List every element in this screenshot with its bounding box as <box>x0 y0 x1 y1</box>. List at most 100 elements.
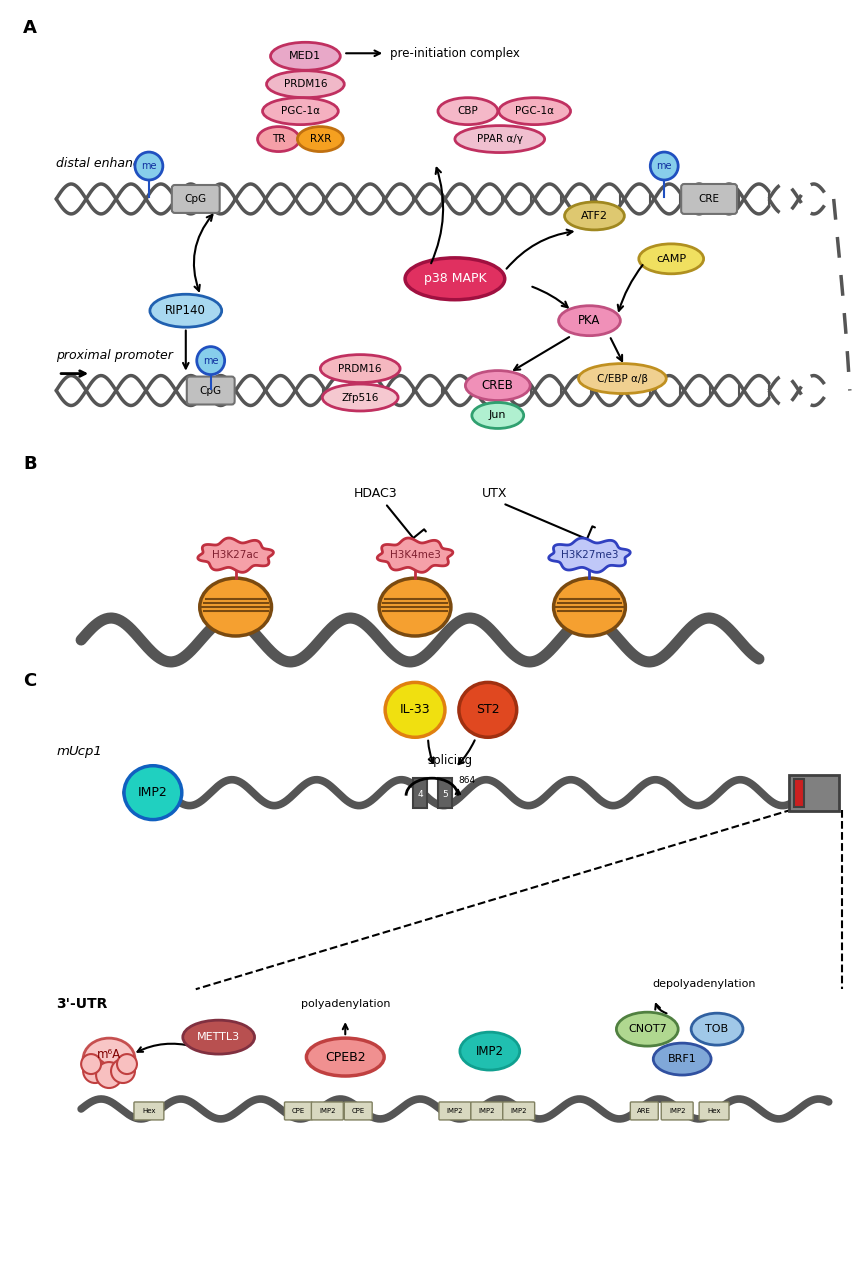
Ellipse shape <box>307 1038 384 1076</box>
Text: CPE: CPE <box>291 1108 305 1114</box>
FancyBboxPatch shape <box>134 1102 164 1119</box>
FancyBboxPatch shape <box>345 1102 372 1119</box>
Ellipse shape <box>554 579 626 636</box>
FancyBboxPatch shape <box>681 184 737 214</box>
Text: HDAC3: HDAC3 <box>353 487 397 500</box>
Circle shape <box>81 1054 101 1074</box>
Ellipse shape <box>691 1014 743 1046</box>
Text: p38 MAPK: p38 MAPK <box>423 272 486 285</box>
Text: IMP2: IMP2 <box>478 1108 495 1114</box>
FancyBboxPatch shape <box>172 184 219 212</box>
Ellipse shape <box>183 1020 255 1054</box>
Text: PPAR α/γ: PPAR α/γ <box>476 134 523 144</box>
Text: 3'-UTR: 3'-UTR <box>57 997 108 1011</box>
Text: ATF2: ATF2 <box>581 211 608 221</box>
Text: CNOT7: CNOT7 <box>628 1024 667 1034</box>
Ellipse shape <box>638 244 704 273</box>
PathPatch shape <box>548 538 630 572</box>
Text: Ucp1: Ucp1 <box>69 745 102 758</box>
Ellipse shape <box>321 355 400 383</box>
Text: IL-33: IL-33 <box>399 703 430 716</box>
Text: IMP2: IMP2 <box>476 1044 504 1057</box>
Text: CRE: CRE <box>698 193 720 204</box>
FancyBboxPatch shape <box>631 1102 658 1119</box>
Ellipse shape <box>458 682 517 738</box>
Text: CPEB2: CPEB2 <box>325 1051 366 1063</box>
Text: CREB: CREB <box>482 379 513 392</box>
Text: IMP2: IMP2 <box>511 1108 527 1114</box>
Text: CpG: CpG <box>185 193 207 204</box>
Text: MED1: MED1 <box>290 51 321 61</box>
FancyBboxPatch shape <box>503 1102 535 1119</box>
Text: m⁶A: m⁶A <box>97 1048 121 1061</box>
Text: PKA: PKA <box>578 314 601 327</box>
Text: C: C <box>23 672 37 689</box>
Text: Jun: Jun <box>489 411 506 421</box>
Text: A: A <box>23 19 37 37</box>
Text: IMP2: IMP2 <box>446 1108 463 1114</box>
Text: IMP2: IMP2 <box>669 1108 686 1114</box>
Text: Zfp516: Zfp516 <box>342 393 379 402</box>
Text: H3K4me3: H3K4me3 <box>390 551 440 560</box>
Text: H3K27ac: H3K27ac <box>213 551 259 560</box>
Text: cAMP: cAMP <box>656 254 686 263</box>
Text: TR: TR <box>272 134 285 144</box>
Ellipse shape <box>499 98 571 125</box>
Text: TOB: TOB <box>705 1024 728 1034</box>
Text: PGC-1α: PGC-1α <box>515 106 554 116</box>
Bar <box>438 777 452 808</box>
Ellipse shape <box>267 71 345 98</box>
Text: 4: 4 <box>417 790 423 799</box>
Text: depolyadenylation: depolyadenylation <box>652 979 756 990</box>
Ellipse shape <box>385 682 445 738</box>
Ellipse shape <box>578 364 666 393</box>
PathPatch shape <box>377 538 452 572</box>
Ellipse shape <box>124 766 182 819</box>
Ellipse shape <box>565 202 625 230</box>
FancyBboxPatch shape <box>439 1102 470 1119</box>
Text: polyadenylation: polyadenylation <box>301 1000 390 1009</box>
PathPatch shape <box>198 538 273 572</box>
Circle shape <box>83 1060 107 1082</box>
Circle shape <box>117 1054 137 1074</box>
Text: CBP: CBP <box>458 106 478 116</box>
Ellipse shape <box>559 305 620 336</box>
Ellipse shape <box>455 126 544 153</box>
FancyBboxPatch shape <box>285 1102 313 1119</box>
Text: CPE: CPE <box>351 1108 365 1114</box>
FancyBboxPatch shape <box>187 377 235 404</box>
Text: ARE: ARE <box>638 1108 651 1114</box>
Text: 864: 864 <box>458 776 475 785</box>
Ellipse shape <box>297 127 344 151</box>
Circle shape <box>135 153 163 181</box>
Circle shape <box>96 1062 122 1088</box>
Text: 5: 5 <box>442 790 448 799</box>
Ellipse shape <box>379 579 451 636</box>
Text: splicing: splicing <box>428 754 472 767</box>
Text: PGC-1α: PGC-1α <box>281 106 320 116</box>
Ellipse shape <box>653 1043 711 1075</box>
Text: m: m <box>57 745 69 758</box>
Bar <box>794 778 804 806</box>
Text: UTX: UTX <box>482 487 507 500</box>
Text: me: me <box>141 162 157 170</box>
Ellipse shape <box>465 370 530 401</box>
Ellipse shape <box>322 384 399 411</box>
Circle shape <box>650 153 678 181</box>
Ellipse shape <box>460 1032 519 1070</box>
Text: me: me <box>656 162 672 170</box>
Ellipse shape <box>271 42 340 70</box>
Ellipse shape <box>438 98 498 125</box>
Text: RIP140: RIP140 <box>165 304 207 317</box>
FancyBboxPatch shape <box>662 1102 693 1119</box>
FancyBboxPatch shape <box>470 1102 503 1119</box>
Text: pre-initiation complex: pre-initiation complex <box>390 47 520 60</box>
Text: H3K27me3: H3K27me3 <box>560 551 618 560</box>
Circle shape <box>111 1060 135 1082</box>
FancyBboxPatch shape <box>311 1102 344 1119</box>
Text: IMP2: IMP2 <box>319 1108 336 1114</box>
Bar <box>160 777 172 809</box>
Text: C/EBP α/β: C/EBP α/β <box>596 374 648 384</box>
Text: RXR: RXR <box>309 134 331 144</box>
Ellipse shape <box>258 127 299 151</box>
